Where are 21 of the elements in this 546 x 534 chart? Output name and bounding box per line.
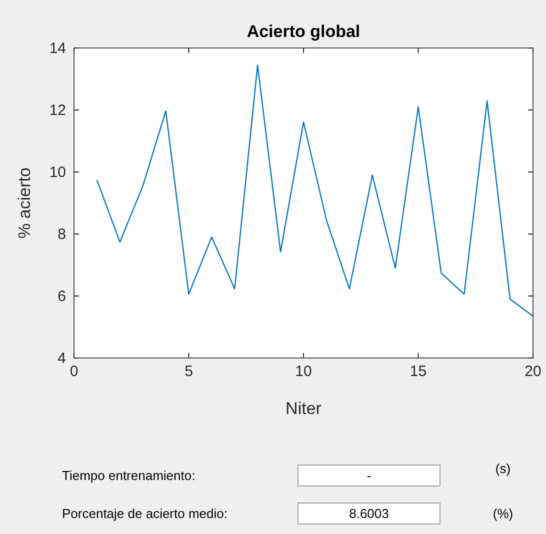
- text: -: [366, 468, 372, 483]
- y-tick-label: 12: [49, 102, 66, 119]
- x-tick-label: 5: [184, 363, 193, 380]
- text: Porcentaje de acierto medio:: [62, 506, 228, 521]
- text: (s): [495, 461, 511, 476]
- y-axis-title: % acierto: [15, 168, 34, 238]
- chart-title: Acierto global: [246, 22, 360, 41]
- y-tick-label: 6: [58, 288, 66, 305]
- y-tick-label: 14: [49, 40, 66, 57]
- x-tick-label: 20: [524, 363, 542, 380]
- text: 8.6003: [349, 506, 389, 521]
- y-tick-label: 4: [58, 350, 66, 367]
- text: Tiempo entrenamiento:: [62, 468, 196, 483]
- text: (%): [492, 506, 514, 521]
- x-axis-title: Niter: [286, 399, 322, 418]
- x-tick-label: 10: [295, 363, 312, 380]
- line-series: [96, 64, 534, 317]
- y-tick-label: 10: [49, 164, 66, 181]
- y-tick-label: 8: [58, 226, 66, 243]
- x-tick-label: 0: [70, 363, 78, 380]
- x-tick-label: 15: [410, 363, 427, 380]
